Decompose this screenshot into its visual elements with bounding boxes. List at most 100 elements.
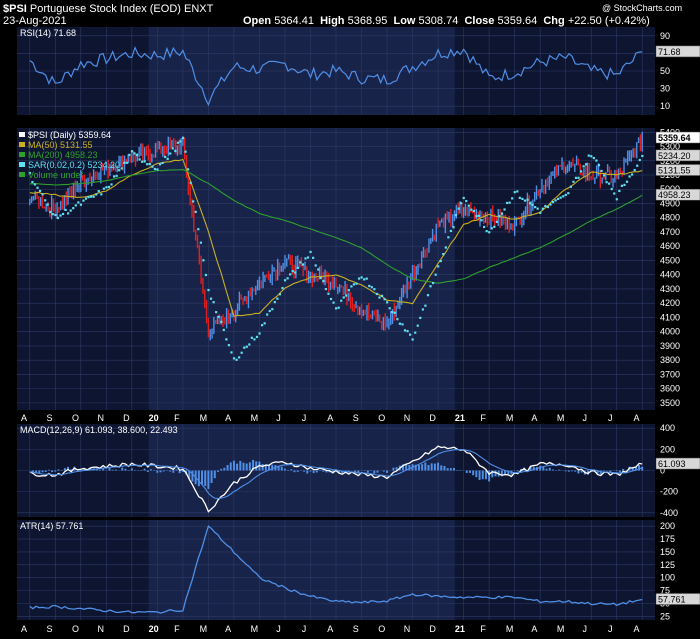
sar-dot: [526, 198, 529, 201]
sar-dot: [345, 294, 348, 297]
sar-dot: [551, 200, 555, 204]
price-tick-label: 4700: [660, 227, 680, 237]
sar-dot: [398, 322, 401, 325]
x-tick-label: J: [302, 624, 307, 634]
x-tick-label: J: [302, 413, 307, 423]
sar-dot: [574, 176, 578, 179]
x-tick-label: N: [404, 624, 411, 634]
sar-dot: [595, 159, 598, 162]
sar-dot: [44, 199, 47, 202]
sar-dot: [332, 301, 335, 304]
sar-dot: [638, 158, 641, 162]
sar-dot: [123, 161, 126, 164]
x-tick-label: M: [251, 624, 259, 634]
sar-dot: [508, 201, 511, 204]
sar-dot: [135, 153, 139, 157]
sar-dot: [600, 169, 603, 173]
sar-dot: [291, 269, 294, 273]
close-value: 5359.64: [497, 15, 538, 27]
macd-last-label-bg: [655, 457, 700, 470]
price-legend-entry: $PSI (Daily) 5359.64: [28, 130, 111, 140]
macd-tick-label: -200: [660, 487, 678, 497]
sar-dot: [61, 212, 65, 216]
macd-tick-label: -400: [660, 508, 678, 518]
x-tick-label: D: [429, 624, 436, 634]
price-last-label-bg: [655, 149, 700, 162]
legend-swatch: [19, 132, 25, 137]
sar-dot: [258, 332, 261, 335]
sar-dot: [199, 241, 202, 244]
sar-dot: [304, 257, 307, 260]
sar-dot: [393, 311, 396, 314]
x-tick-label: M: [506, 624, 514, 634]
sar-dot: [243, 346, 246, 349]
sar-dot: [125, 161, 128, 164]
x-tick-label: A: [633, 413, 639, 423]
sar-dot: [283, 279, 287, 282]
sar-dot: [347, 289, 350, 292]
price-tick-label: 4000: [660, 327, 680, 337]
price-last-label-bg: [655, 131, 700, 144]
sar-dot: [442, 252, 445, 256]
sar-dot: [222, 328, 225, 331]
sar-dot: [317, 268, 320, 271]
x-tick-label: F: [174, 624, 180, 634]
sar-dot: [181, 136, 185, 140]
watermark: @ StockCharts.com: [602, 3, 683, 13]
x-tick-label: A: [531, 624, 537, 634]
sar-dot: [90, 195, 93, 198]
x-tick-label: S: [353, 413, 359, 423]
sar-dot: [54, 213, 57, 217]
price-tick-label: 4500: [660, 255, 680, 265]
sar-dot: [562, 195, 565, 198]
sar-dot: [278, 293, 282, 296]
sar-dot: [365, 277, 368, 280]
sar-dot: [189, 181, 192, 184]
sar-dot: [227, 344, 231, 347]
x-tick-label: S: [47, 624, 53, 634]
sar-dot: [306, 256, 310, 259]
sar-dot: [112, 175, 116, 178]
sar-dot: [56, 216, 60, 220]
sar-dot: [406, 330, 409, 333]
price-last-label-bg: [655, 188, 700, 201]
sar-dot: [235, 358, 238, 361]
price-last-label-bg: [655, 164, 700, 176]
macd-legend: MACD(12,26,9) 61.093, 38.600, 22.493: [20, 425, 178, 435]
ma200-line: [29, 169, 643, 284]
rsi-last-label-bg: [655, 45, 700, 58]
sar-dot: [329, 297, 333, 301]
x-tick-label: 20: [149, 624, 159, 634]
price-tick-label: 4900: [660, 198, 680, 208]
price-tick-label: 3800: [660, 355, 680, 365]
sar-dot: [319, 276, 322, 280]
sar-dot: [477, 214, 481, 217]
sar-dot: [143, 160, 146, 163]
sar-dot: [368, 284, 371, 288]
sar-dot: [454, 214, 458, 217]
sar-dot: [437, 265, 440, 268]
sar-dot: [641, 154, 644, 158]
sar-dot: [380, 294, 384, 297]
sar-dot: [314, 264, 317, 267]
sar-dot: [225, 338, 228, 341]
sar-dot: [452, 226, 455, 229]
x-tick-label: A: [225, 624, 231, 634]
sar-dot: [337, 306, 340, 309]
sar-dot: [301, 263, 305, 266]
price-tick-label: 4600: [660, 241, 680, 251]
sar-dot: [370, 286, 373, 289]
sar-dot: [493, 225, 496, 228]
sar-dot: [41, 193, 44, 196]
sar-dot: [511, 197, 514, 200]
sar-dot: [276, 297, 279, 300]
sar-dot: [421, 308, 424, 311]
rsi-tick-label: 10: [660, 101, 670, 111]
sar-dot: [281, 286, 284, 290]
sar-dot: [544, 204, 547, 208]
sar-dot: [174, 149, 177, 152]
sar-dot: [171, 147, 174, 150]
sar-dot: [523, 199, 527, 202]
price-legend-entry: SAR(0.02,0.2) 5234.20: [28, 160, 120, 170]
sar-dot: [631, 173, 634, 176]
